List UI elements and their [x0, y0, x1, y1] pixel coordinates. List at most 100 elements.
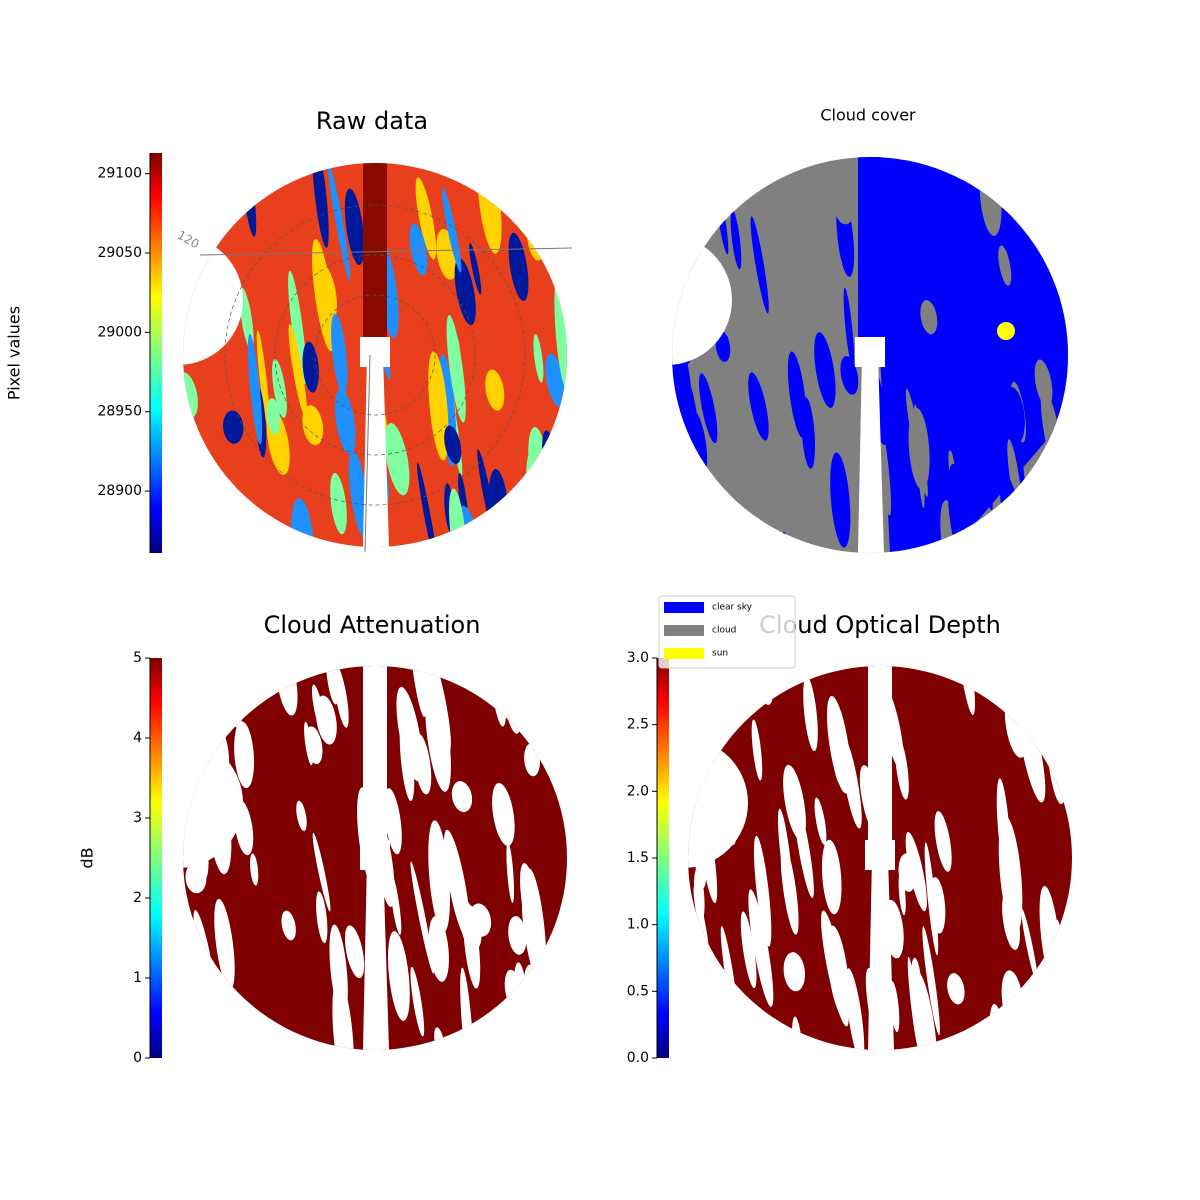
texture — [1002, 386, 1025, 445]
texture — [528, 163, 545, 196]
texture — [698, 373, 718, 444]
texture — [740, 911, 757, 989]
zenith-strip — [858, 157, 882, 345]
texture — [911, 957, 921, 999]
texture — [266, 397, 281, 435]
polar-axis — [199, 247, 573, 256]
tick-label: 3.0 — [627, 650, 649, 666]
texture — [896, 517, 909, 550]
texture — [460, 967, 474, 1050]
texture — [783, 952, 806, 992]
texture — [922, 926, 940, 1036]
tick-label: 1 — [133, 970, 142, 986]
texture — [969, 306, 996, 397]
sky-image — [183, 666, 567, 1050]
texture — [898, 853, 917, 892]
texture — [751, 719, 763, 781]
texture — [933, 350, 946, 464]
texture — [384, 788, 402, 855]
texture — [508, 232, 529, 302]
texture — [428, 351, 449, 461]
texture — [1002, 891, 1020, 950]
texture — [256, 330, 270, 430]
texture — [920, 300, 938, 335]
texture — [542, 430, 564, 511]
colorbar — [150, 153, 162, 553]
texture — [519, 193, 534, 224]
texture — [344, 188, 365, 265]
mask — [363, 858, 389, 1050]
texture — [996, 778, 1011, 878]
texture — [485, 369, 505, 411]
texture — [415, 177, 437, 260]
texture — [834, 192, 855, 225]
texture — [410, 966, 425, 1037]
texture — [1055, 307, 1068, 385]
texture — [967, 227, 985, 339]
texture — [1047, 672, 1070, 737]
tick-label: 2 — [133, 890, 142, 906]
texture — [451, 781, 473, 813]
texture — [296, 800, 307, 831]
texture — [500, 495, 527, 547]
polar-grid — [274, 254, 476, 456]
tick-label: 1.0 — [627, 917, 649, 933]
texture — [209, 668, 226, 709]
texture — [428, 916, 449, 982]
tick-label: 0.5 — [627, 983, 649, 999]
mask — [868, 858, 894, 1050]
texture — [1030, 666, 1056, 712]
texture — [715, 331, 731, 362]
tick-label: 29100 — [97, 166, 142, 182]
texture — [312, 832, 331, 912]
texture — [936, 240, 955, 300]
texture — [672, 506, 685, 553]
texture — [463, 901, 481, 989]
texture — [508, 916, 527, 955]
texture — [250, 853, 259, 886]
texture — [814, 332, 836, 408]
texture — [814, 797, 827, 845]
texture — [998, 245, 1012, 286]
legend-label: clear sky — [712, 603, 753, 613]
texture — [1065, 1012, 1072, 1050]
texture — [905, 388, 928, 497]
texture — [730, 209, 742, 270]
polar-grid — [224, 204, 526, 506]
texture — [924, 842, 939, 956]
texture — [444, 829, 470, 939]
tick-label: 2.0 — [627, 783, 649, 799]
texture — [543, 949, 566, 1050]
texture — [791, 240, 804, 304]
texture — [288, 324, 307, 418]
texture — [1052, 999, 1067, 1050]
mask — [858, 355, 884, 553]
texture — [506, 842, 515, 903]
texture — [678, 464, 689, 516]
texture — [989, 1004, 1008, 1050]
texture — [905, 832, 927, 912]
texture — [845, 968, 865, 1050]
texture — [693, 868, 705, 922]
texture — [442, 187, 462, 273]
texture — [544, 682, 567, 768]
zenith-strip — [363, 163, 387, 345]
texture — [483, 666, 505, 699]
panel-title: Cloud Attenuation — [264, 611, 481, 639]
texture — [520, 863, 543, 953]
legend-swatch — [664, 625, 704, 636]
texture — [762, 343, 784, 457]
texture — [288, 270, 307, 385]
texture — [190, 681, 199, 714]
panel-title: Raw data — [316, 107, 428, 135]
texture — [1055, 919, 1072, 1036]
texture — [469, 243, 482, 295]
texture — [1019, 478, 1036, 553]
texture — [183, 492, 189, 541]
legend-label: sun — [712, 649, 728, 659]
texture — [214, 898, 235, 990]
sky-image — [183, 163, 567, 547]
polar-grid — [314, 294, 436, 416]
texture — [1032, 474, 1057, 529]
texture — [827, 925, 850, 1018]
